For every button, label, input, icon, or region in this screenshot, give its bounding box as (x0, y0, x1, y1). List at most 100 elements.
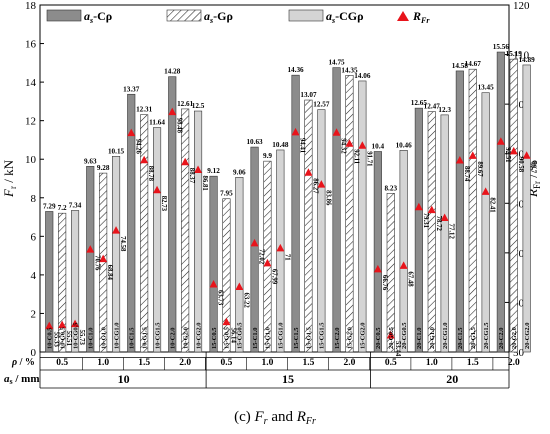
category-label-10-G0.5: 10-G0.5 (59, 326, 66, 349)
bar-10-G0.5 (58, 212, 67, 353)
rfr-marker-10-CG0.5 (71, 319, 80, 328)
left-tick-label: 2 (31, 308, 37, 320)
as-row-header-main: a (4, 373, 10, 385)
rho-cell: 0.5 (385, 358, 397, 368)
rfr-label-10-CG2.0: 86.81 (201, 176, 208, 192)
value-label-20-CG1.0: 12.3 (438, 106, 451, 114)
legend-label-sub: s (209, 16, 213, 25)
value-label-20-G2.0: 15.19 (506, 50, 523, 58)
rfr-marker-15-C0.5 (209, 279, 218, 288)
bar-10-CG1.5 (153, 127, 162, 353)
rfr-marker-20-CG0.5 (399, 261, 408, 269)
bar-10-G2.0 (181, 108, 190, 353)
as-row-header-sub: s (10, 377, 13, 386)
legend: as-Cρ as-Gρ as-CGρ RFr (46, 9, 430, 25)
rfr-marker-20-G1.0 (427, 205, 436, 214)
rfr-marker-10-G1.5 (140, 155, 149, 164)
rfr-marker-15-C1.5 (291, 127, 300, 136)
bar-15-C1.0 (250, 146, 259, 353)
rfr-label-10-C1.5: 94.26 (134, 139, 141, 155)
rfr-label-10-G1.5: 88.78 (147, 166, 154, 182)
right-axis-title-sub: Fr (532, 181, 542, 189)
category-label-15-CG0.5: 15-CG0.5 (237, 322, 244, 349)
rho-cell: 2.0 (508, 358, 520, 368)
rfr-marker-10-CG1.0 (112, 226, 121, 234)
value-label-15-G2.0: 14.35 (341, 66, 358, 74)
category-label-10-CG2.0: 10-CG2.0 (195, 322, 202, 349)
rfr-marker-20-C1.0 (414, 202, 423, 211)
bar-10-G1.5 (140, 114, 149, 353)
rfr-marker-15-G0.5 (222, 317, 231, 326)
category-label-20-C1.0: 20-C1.0 (416, 328, 423, 349)
rfr-label-10-CG1.0: 74.58 (119, 236, 126, 252)
bar-15-G1.5 (304, 99, 313, 353)
legend-label-rest: -CGρ (335, 9, 363, 23)
category-label-15-C1.0: 15-C1.0 (252, 328, 259, 349)
value-label-20-G1.0: 12.47 (424, 103, 441, 111)
category-label-15-C0.5: 15-C0.5 (211, 327, 218, 349)
value-label-15-C0.5: 9.12 (207, 167, 220, 175)
bar-15-G2.0 (345, 75, 354, 353)
rfr-marker-15-CG1.5 (317, 180, 326, 188)
left-tick-label: 10 (25, 154, 37, 166)
rho-cell: 1.5 (467, 358, 479, 368)
value-label-10-G1.5: 12.31 (136, 106, 153, 114)
legend-label-a_cp: as-Cρ (84, 9, 112, 25)
rfr-marker-15-CG2.0 (358, 141, 367, 149)
rho-cell: 1.0 (262, 358, 274, 368)
value-label-20-G0.5: 8.23 (384, 184, 397, 192)
rfr-label-20-CG0.5: 67.48 (407, 271, 414, 287)
rfr-label-20-G1.0: 78.72 (435, 216, 442, 232)
left-axis-title-main: F (1, 188, 16, 198)
category-label-20-G2.0: 20-G2.0 (511, 327, 518, 349)
rfr-label-10-G0.5: 55.51 (65, 331, 72, 347)
as-cell: 20 (446, 372, 458, 386)
right-tick-label: 80 (513, 198, 525, 210)
category-label-20-CG1.5: 20-CG1.5 (483, 322, 490, 349)
as-row-header-rest: / mm (13, 373, 40, 385)
as-cell: 10 (118, 372, 130, 386)
rfr-label-15-CG0.5: 63.22 (242, 292, 249, 308)
bar-10-C1.0 (86, 166, 95, 353)
category-label-10-C1.0: 10-C1.0 (87, 328, 94, 349)
category-label-10-G2.0: 10-G2.0 (182, 327, 189, 349)
category-label-15-CG2.0: 15-CG2.0 (360, 322, 367, 349)
rfr-label-15-G1.5: 86.27 (311, 178, 318, 194)
category-label-10-CG0.5: 10-CG0.5 (72, 322, 79, 349)
rfr-label-10-CG0.5: 55.73 (78, 330, 85, 346)
rfr-label-20-G1.5: 89.67 (476, 161, 483, 177)
value-label-20-C0.5: 10.4 (372, 143, 385, 151)
category-label-20-G0.5: 20-G0.5 (388, 326, 395, 349)
rho-row-header-rest: / % (17, 357, 35, 368)
legend-label-main: a (204, 9, 210, 23)
rfr-marker-20-C1.5 (455, 155, 464, 164)
value-label-10-G2.0: 12.61 (177, 100, 194, 108)
legend-label-sub: s (89, 16, 93, 25)
bar-15-CG0.5 (235, 177, 244, 353)
rfr-marker-10-CG1.5 (153, 185, 162, 194)
category-label-15-CG1.0: 15-CG1.0 (278, 322, 285, 349)
value-label-10-CG0.5: 7.34 (69, 202, 82, 210)
rfr-marker-20-CG1.0 (440, 213, 449, 222)
right-tick-label: 70 (513, 248, 525, 260)
value-label-20-CG2.0: 14.89 (519, 56, 536, 64)
category-label-10-G1.5: 10-G1.5 (141, 326, 148, 349)
value-label-20-C1.0: 12.65 (411, 99, 428, 107)
bar-15-C1.5 (291, 74, 300, 353)
rfr-label-20-C1.5: 88.74 (463, 166, 470, 182)
legend-label-rest: -Gρ (213, 9, 233, 23)
category-label-15-C2.0: 15-C2.0 (334, 328, 341, 349)
rfr-marker-15-C2.0 (332, 128, 341, 136)
value-label-10-G1.0: 9.28 (97, 164, 110, 172)
category-label-15-C1.5: 15-C1.5 (293, 327, 300, 349)
value-label-20-C2.0: 15.56 (493, 43, 510, 51)
right-tick-label: 90 (513, 149, 525, 161)
value-label-20-CG1.5: 13.45 (478, 84, 495, 92)
rfr-marker-20-CG2.0 (522, 151, 531, 159)
bar-20-G2.0 (509, 58, 518, 353)
legend-swatch-a_cgp (288, 9, 324, 22)
bar-20-CG2.0 (522, 64, 531, 353)
rfr-label-20-C1.0: 79.31 (422, 213, 429, 229)
rfr-marker-10-C1.5 (127, 128, 136, 137)
